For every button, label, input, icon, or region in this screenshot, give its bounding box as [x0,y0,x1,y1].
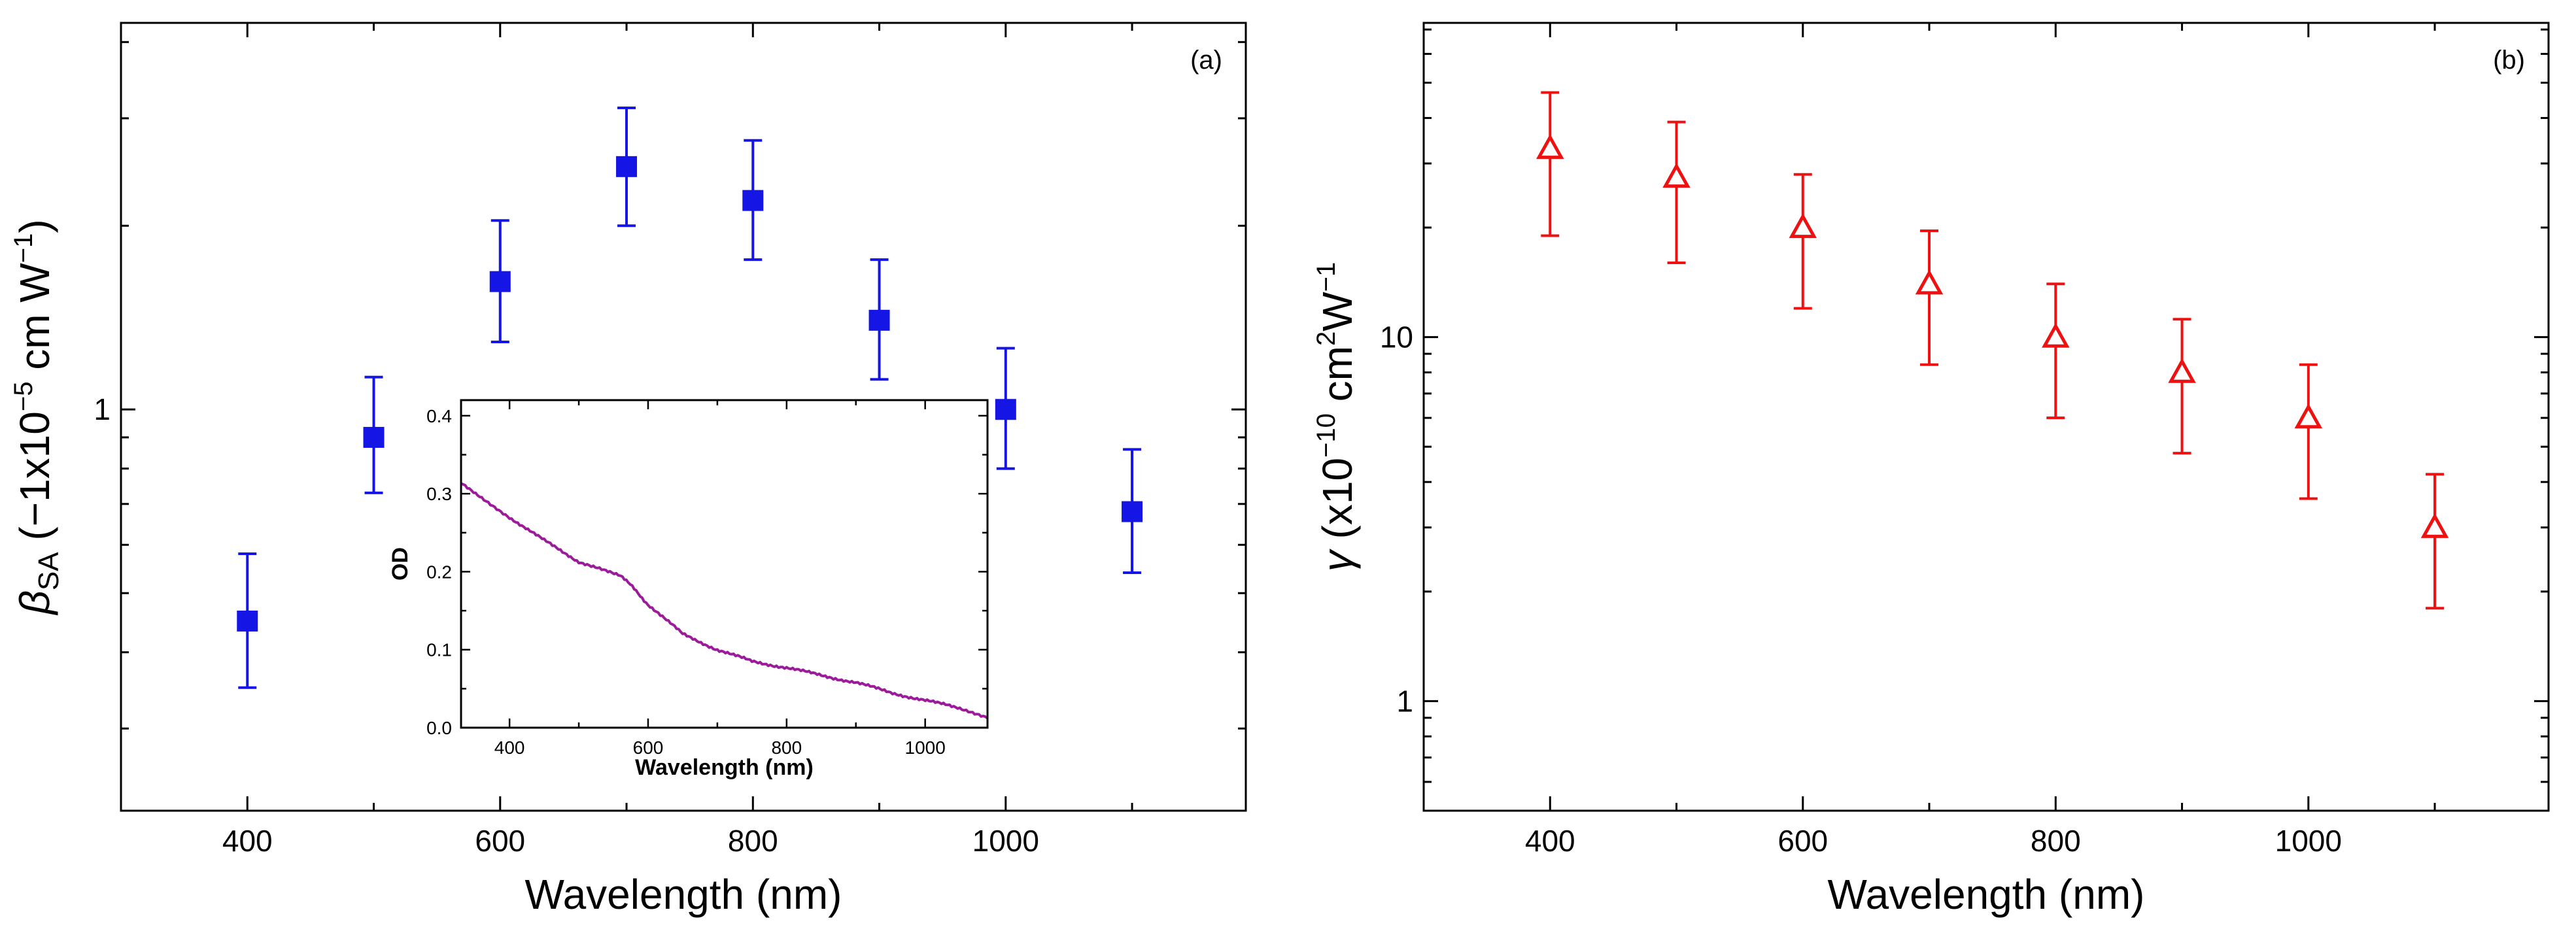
panel-b-y-symbol: γ [1314,548,1361,571]
panel-b-label: (b) [2493,46,2525,75]
panel-a-y-axis-title: βSA (−1x10−5 cm W−1) [9,219,65,615]
panel-b-axis-ticks: 400 600 800 1000 1 10 [1380,23,2549,858]
error-bar [1920,229,1939,366]
panel-a-plot-frame [120,22,1247,812]
inset-od-curve [460,482,989,720]
inset-axis-ticks: 400 600 800 1000 0.0 0.1 0.2 0.3 0.4 [426,400,987,758]
panel-b-plot-frame [1422,22,2550,812]
panel-a-y-exp2: −1 [9,233,38,263]
x-tick-label: 1000 [2275,824,2342,858]
inset-y-tick-label: 0.1 [426,640,452,660]
x-tick-label: 600 [1777,824,1828,858]
panel-a-y-subscript: SA [33,552,65,590]
panel-a-y-exp1: −5 [9,382,38,412]
inset-y-tick-label: 0.3 [426,484,452,504]
error-bar [1793,173,1812,310]
x-tick-label: 800 [2031,824,2081,858]
inset-y-tick-label: 0.2 [426,562,452,582]
data-point-triangle [2042,322,2070,348]
inset-y-tick-label: 0.4 [426,406,452,426]
panel-a-y-post: ) [11,219,58,233]
panel-b-y-mid: cm [1314,346,1361,413]
inset-x-tick-label: 1000 [905,737,946,758]
data-point-square [868,309,890,331]
data-point-square [616,156,638,177]
panel-b-y-mid2: W [1314,292,1361,331]
data-point-triangle [1662,162,1691,188]
inset-x-tick-label: 600 [633,737,664,758]
panel-a-error-bars [238,107,1142,689]
data-point-triangle [2420,513,2449,538]
panel-b-y-pre: (x10 [1314,458,1361,550]
y-tick-label: 1 [1396,684,1413,718]
panel-b-y-exp3: −1 [1312,262,1341,292]
panel-b-y-exp2: 2 [1312,331,1341,346]
inset-background [461,400,987,728]
inset-x-tick-label: 800 [771,737,802,758]
error-bar [2299,363,2318,500]
data-point-triangle [2168,358,2196,383]
data-point-square [742,190,764,211]
y-tick-label: 10 [1380,320,1413,354]
panel-a-y-pre: (−1x10 [11,411,58,552]
error-bar [1541,91,1560,237]
x-tick-label: 400 [222,824,273,858]
data-point-square [995,399,1016,420]
y-tick-label: 1 [94,392,111,426]
inset-x-tick-label: 400 [494,737,525,758]
x-tick-label: 1000 [972,824,1039,858]
x-tick-label: 400 [1525,824,1575,858]
inset-plot-frame [460,399,989,729]
panel-b-error-bars [1541,91,2445,610]
panel-a-label: (a) [1190,46,1222,75]
panel-a-y-symbol: β [11,590,58,616]
panel-b-chart: 400 600 800 1000 1 10 (b) Wavelength (nm) γ (… [1312,22,2550,918]
error-bar [2046,282,2065,420]
inset-y-axis-title: OD [388,547,413,581]
panel-a-axis-ticks: 400 600 800 1000 1 [94,23,1246,858]
panel-a-chart: 400 600 800 1000 1 (a) Wavelength (nm) βSA (… [9,22,1247,918]
error-bar [2426,473,2445,610]
panel-b-data-points [1536,133,2449,538]
x-tick-label: 600 [475,824,525,858]
data-point-triangle [1789,212,1817,239]
data-point-triangle [1915,269,1944,295]
error-bar [2172,318,2191,455]
panel-b-x-axis-title: Wavelength (nm) [1828,871,2145,918]
inset-y-tick-label: 0.0 [426,718,452,738]
x-tick-label: 800 [728,824,778,858]
inset-x-axis-title: Wavelength (nm) [635,755,814,780]
panel-a-y-mid: cm W [11,263,58,382]
panel-b-y-axis-title: γ (x10−10 cm2W−1 [1312,262,1361,572]
data-point-square [237,610,258,632]
panel-a-x-axis-title: Wavelength (nm) [525,871,842,918]
data-point-square [489,271,511,292]
data-point-square [1122,501,1143,522]
data-point-square [363,426,385,448]
data-point-triangle [2294,403,2323,429]
error-bar [1667,120,1686,265]
panel-b-y-exp1: −10 [1312,413,1341,458]
data-point-triangle [1536,133,1564,160]
panel-a-data-points [237,156,1143,632]
panel-a-inset-chart: 400 600 800 1000 0.0 0.1 0.2 0.3 0.4 Wavelength … [388,399,989,780]
